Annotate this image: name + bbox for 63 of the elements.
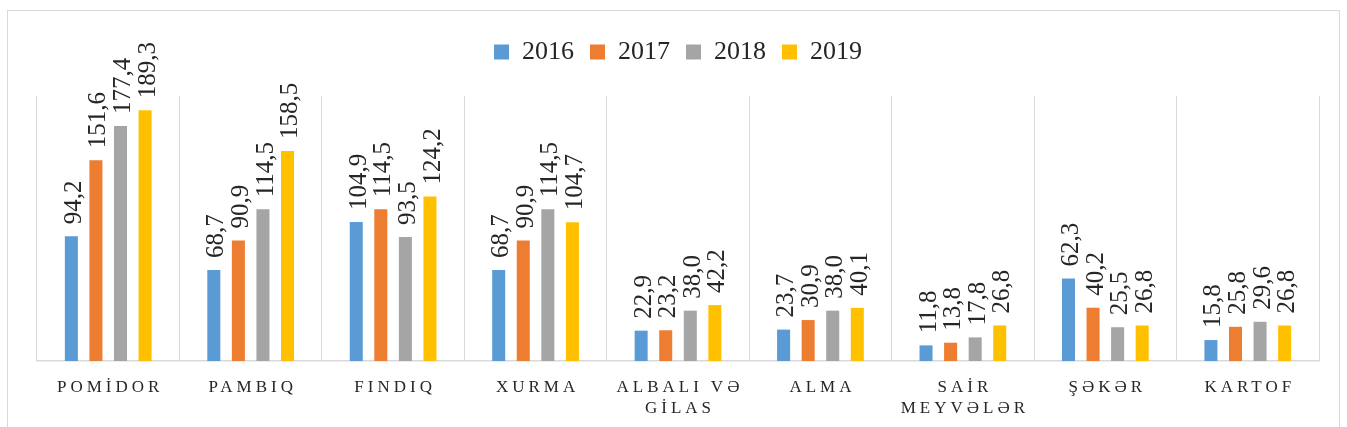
bar [231,240,245,361]
bar [256,209,270,361]
bar [1228,326,1242,361]
data-label: 38,0 [677,254,705,299]
bar [114,125,128,361]
legend-label: 2017 [618,35,670,65]
x-tick-label: PAMBIQ [208,377,297,396]
bar [541,209,555,361]
bar [850,307,864,361]
x-tick-label: ALBALI VƏ GİLAS [616,377,744,417]
bar [1253,321,1267,361]
data-label: 94,2 [58,180,86,225]
data-label: 22,9 [628,274,656,319]
bar [708,305,722,361]
x-tick-label: ALMA [789,377,856,396]
bar [89,160,103,361]
data-label: 158,5 [275,82,303,139]
legend-label: 2016 [522,35,574,65]
bar [516,240,530,361]
x-tick-label: XURMA [495,377,580,396]
data-label: 26,8 [987,269,1015,314]
bar [374,209,388,361]
x-tick-label: SAİR MEYVƏLƏR [900,377,1030,417]
bar [634,330,648,361]
bar [492,269,506,361]
bar [281,150,295,361]
data-label: 15,8 [1198,284,1226,329]
data-label: 151,6 [83,91,111,149]
legend-label: 2019 [810,35,862,65]
bar [826,310,840,361]
bar [1086,307,1100,361]
x-tick-label: ŞƏKƏR [1068,377,1147,396]
bar [968,337,982,361]
bar [659,330,673,361]
bar [919,345,933,361]
bar [777,329,791,361]
bar [423,196,437,361]
bar [1278,325,1292,361]
bar [349,222,363,361]
bar [993,325,1007,361]
data-label: 114,5 [535,141,563,198]
bar [1061,278,1075,361]
data-label: 124,2 [417,128,445,185]
bar [138,110,152,361]
bar [1135,325,1149,361]
bar [1111,327,1125,361]
data-label: 104,9 [343,153,371,211]
x-tick-label: POMİDOR [57,377,164,396]
x-tick-label: KARTOF [1204,377,1296,396]
bar [683,310,697,361]
bar [207,269,221,361]
data-label: 25,8 [1223,271,1251,315]
data-label: 13,8 [938,286,966,331]
bar [801,320,815,361]
bar [1204,340,1218,361]
bar [565,222,579,361]
x-tick-label: FINDIQ [354,377,436,396]
legend-label: 2018 [714,35,766,65]
bar [944,342,958,361]
bar [398,237,412,361]
data-label: 11,8 [913,290,941,334]
data-label: 114,5 [250,141,278,198]
bar [64,236,78,361]
